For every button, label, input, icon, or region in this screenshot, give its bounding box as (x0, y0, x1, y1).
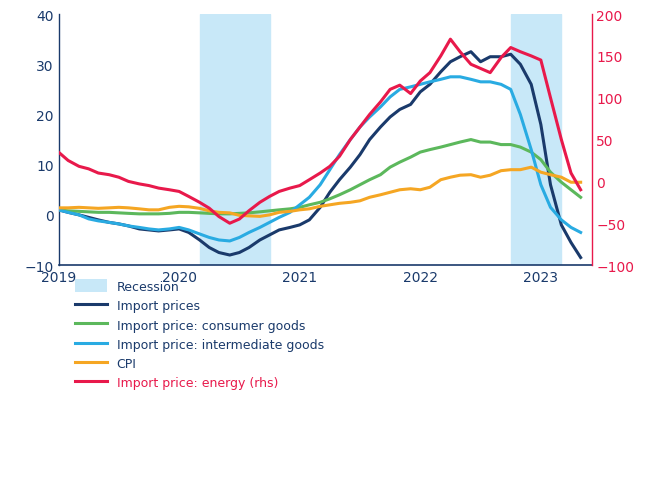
Bar (200, 15, 270, 266)
Legend: Recession, Import prices, Import price: consumer goods, Import price: intermedia: Recession, Import prices, Import price: … (75, 280, 324, 390)
Bar (511, 15, 562, 266)
